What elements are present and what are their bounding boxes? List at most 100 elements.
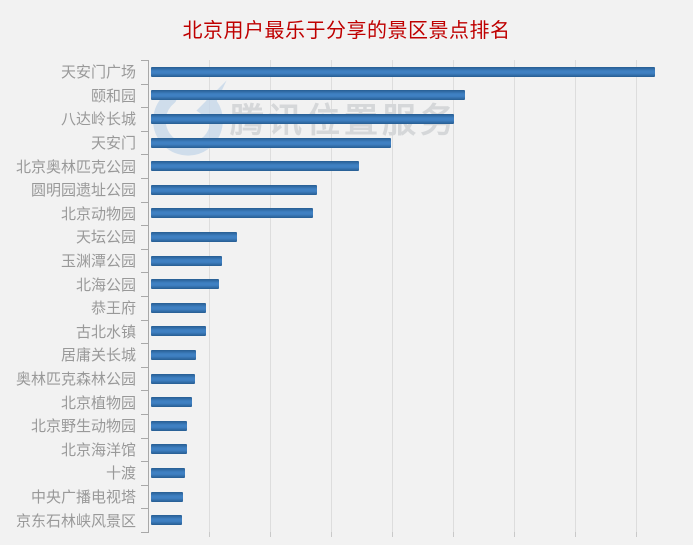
bar — [151, 515, 182, 526]
bar — [151, 90, 465, 101]
bar-row: 十渡 — [0, 461, 693, 485]
chart-title: 北京用户最乐于分享的景区景点排名 — [182, 18, 511, 42]
gridline — [453, 60, 454, 532]
bar-row: 北京奥林匹克公园 — [0, 154, 693, 178]
bar-row: 北海公园 — [0, 272, 693, 296]
y-axis-tick — [141, 414, 148, 415]
bar — [151, 66, 655, 77]
bar — [151, 137, 391, 148]
bar-row: 北京野生动物园 — [0, 414, 693, 438]
y-axis-tick — [141, 131, 148, 132]
bar — [151, 444, 187, 455]
y-axis-tick — [141, 249, 148, 250]
y-axis-tick — [141, 485, 148, 486]
bar — [151, 467, 185, 478]
y-axis-tick — [141, 178, 148, 179]
category-label: 居庸关长城 — [60, 346, 136, 365]
bar — [151, 113, 454, 124]
bar-row: 天坛公园 — [0, 225, 693, 249]
category-label: 八达岭长城 — [60, 110, 136, 129]
category-label: 玉渊潭公园 — [60, 252, 136, 271]
x-axis-tick — [514, 532, 515, 537]
bar — [151, 302, 206, 313]
y-axis-tick — [141, 320, 148, 321]
bar — [151, 184, 317, 195]
bar-row: 玉渊潭公园 — [0, 249, 693, 273]
bar-row: 北京海洋馆 — [0, 438, 693, 462]
bar-row: 圆明园遗址公园 — [0, 178, 693, 202]
y-axis-tick — [141, 461, 148, 462]
bar-row: 恭王府 — [0, 296, 693, 320]
bar-row: 京东石林峡风景区 — [0, 508, 693, 532]
y-axis-tick — [141, 296, 148, 297]
bar — [151, 420, 187, 431]
bar-rows: 天安门广场颐和园八达岭长城天安门北京奥林匹克公园圆明园遗址公园北京动物园天坛公园… — [0, 60, 693, 532]
category-label: 北京奥林匹克公园 — [15, 157, 136, 176]
y-axis-tick — [141, 508, 148, 509]
gridline — [575, 60, 576, 532]
bar — [151, 208, 313, 219]
bar — [151, 279, 219, 290]
bar-row: 天安门广场 — [0, 60, 693, 84]
y-axis-tick — [141, 84, 148, 85]
category-label: 古北水镇 — [75, 322, 136, 341]
category-label: 北京野生动物园 — [30, 417, 136, 436]
y-axis-tick — [141, 367, 148, 368]
bar — [151, 326, 206, 337]
category-label: 中央广播电视塔 — [30, 488, 136, 507]
x-axis-tick — [209, 532, 210, 537]
category-label: 天坛公园 — [75, 228, 136, 247]
bar-row: 天安门 — [0, 131, 693, 155]
y-axis-tick — [141, 438, 148, 439]
y-axis-tick — [141, 202, 148, 203]
x-axis-tick — [270, 532, 271, 537]
y-axis-tick — [141, 343, 148, 344]
x-axis-tick — [453, 532, 454, 537]
bar-row: 古北水镇 — [0, 320, 693, 344]
x-axis-tick — [636, 532, 637, 537]
bar — [151, 373, 195, 384]
gridline — [392, 60, 393, 532]
x-axis-tick — [575, 532, 576, 537]
category-label: 北海公园 — [75, 275, 136, 294]
gridline — [331, 60, 332, 532]
y-axis-tick — [141, 225, 148, 226]
y-axis-line — [148, 60, 149, 533]
gridline — [209, 60, 210, 532]
bar — [151, 349, 196, 360]
category-label: 天安门 — [90, 134, 136, 153]
gridline — [636, 60, 637, 532]
category-label: 北京海洋馆 — [60, 440, 136, 459]
y-axis-tick — [141, 390, 148, 391]
y-axis-tick — [141, 60, 148, 61]
category-label: 京东石林峡风景区 — [15, 511, 136, 530]
y-axis-tick — [141, 532, 148, 533]
x-axis-tick — [331, 532, 332, 537]
category-label: 恭王府 — [90, 299, 136, 318]
bar-row: 北京植物园 — [0, 390, 693, 414]
gridline — [270, 60, 271, 532]
bar-row: 奥林匹克森林公园 — [0, 367, 693, 391]
bar — [151, 231, 237, 242]
bar-row: 北京动物园 — [0, 202, 693, 226]
bar — [151, 161, 359, 172]
y-axis-tick — [141, 154, 148, 155]
gridline — [514, 60, 515, 532]
bar — [151, 255, 222, 266]
category-label: 天安门广场 — [60, 63, 136, 82]
bar-row: 颐和园 — [0, 84, 693, 108]
bar — [151, 491, 183, 502]
plot-area: 腾讯位置服务 天安门广场颐和园八达岭长城天安门北京奥林匹克公园圆明园遗址公园北京… — [0, 60, 693, 537]
y-axis-tick — [141, 272, 148, 273]
category-label: 颐和园 — [90, 86, 136, 105]
x-axis-tick — [392, 532, 393, 537]
category-label: 奥林匹克森林公园 — [15, 370, 136, 389]
bar-row: 居庸关长城 — [0, 343, 693, 367]
category-label: 圆明园遗址公园 — [30, 181, 136, 200]
bar — [151, 397, 192, 408]
category-label: 十渡 — [105, 464, 136, 483]
bar-row: 中央广播电视塔 — [0, 485, 693, 509]
category-label: 北京动物园 — [60, 204, 136, 223]
bar-row: 八达岭长城 — [0, 107, 693, 131]
